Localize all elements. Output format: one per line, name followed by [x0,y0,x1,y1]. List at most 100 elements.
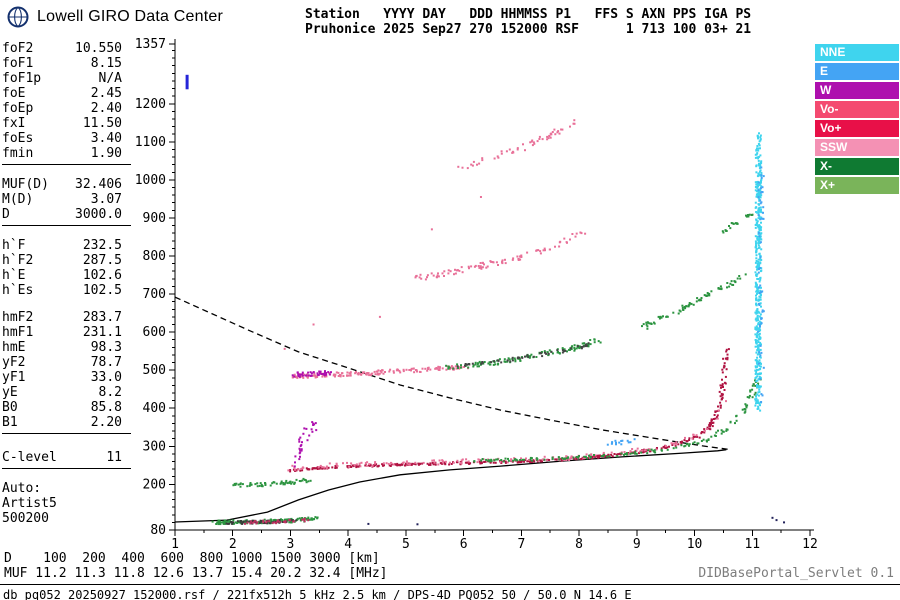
legend-item-w: W [815,82,899,99]
parameter-row: D 3000.0 [2,207,122,222]
legend-item-x: X- [815,158,899,175]
x-tick-label: 10 [687,537,703,552]
parameter-panel: foF2 10.550 foF1 8.15 foF1p N/A foE 2.45 foEp 2.4… [2,41,131,538]
brand-header: Lowell GIRO Data Center [6,5,223,29]
series-muf-transmission-dashed [174,296,729,450]
parameter-label: Artist5 [2,496,57,511]
parameter-row: yF2 78.7 [2,355,122,370]
parameter-value: 8.2 [98,385,122,400]
parameter-value: 2.45 [90,86,122,101]
parameter-label: h`E [2,268,26,283]
parameter-group: foF2 10.550 foF1 8.15 foF1p N/A foE 2.45 foEp 2.4… [2,41,131,165]
series-profile-solid [174,449,727,523]
y-tick-label: 200 [143,477,166,492]
x-axis: 1 2 3 4 5 6 7 8 9 10 11 12 [171,530,818,552]
parameter-label: M(D) [2,192,34,207]
y-axis: 1357 1200 1100 1000 900 800 700 600 500 400 300 200… [135,37,175,538]
series-F-trace-pink-fringe [287,400,727,472]
parameter-label: 500200 [2,511,49,526]
parameter-label: yE [2,385,18,400]
x-tick-label: 1 [171,537,179,552]
series-F-3hop-pink [414,231,587,281]
parameter-label: foEs [2,131,34,146]
parameter-row: hmF1 231.1 [2,325,122,340]
parameter-value: 3.07 [90,192,122,207]
y-tick-label: 600 [143,325,166,340]
series-X-2hop-green-arc [641,273,747,330]
parameter-value: 85.8 [90,400,122,415]
parameter-value: 8.15 [90,56,122,71]
parameter-label: MUF(D) [2,177,49,192]
series-NNE-band-top [754,132,762,160]
parameter-label: yF2 [2,355,26,370]
parameter-value: 3.40 [90,131,122,146]
servlet-watermark: DIDBasePortal_Servlet 0.1 [698,566,894,581]
x-tick-label: 7 [517,537,525,552]
parameter-label: foEp [2,101,34,116]
parameter-group: C-level 11 [2,450,131,469]
axes [174,39,814,531]
parameter-value: 102.5 [82,283,122,298]
y-tick-label: 1357 [135,37,166,52]
legend-item-ssw: SSW [815,139,899,156]
series-F-trace-X-green [473,378,762,463]
parameter-row: foEp 2.40 [2,101,122,116]
parameter-row: B1 2.20 [2,415,122,430]
parameter-label: hmF1 [2,325,34,340]
parameter-value: 1.90 [90,146,122,161]
parameter-row: h`E 102.6 [2,268,122,283]
parameter-row: fmin 1.90 [2,146,122,161]
parameter-group: MUF(D) 32.406 M(D) 3.07 D 3000.0 [2,177,131,226]
parameter-row: 500200 [2,511,122,526]
parameter-label: foF1 [2,56,34,71]
parameter-value: 287.5 [82,253,122,268]
parameter-label: h`F2 [2,253,34,268]
parameter-label: foF1p [2,71,42,86]
parameter-row: fxI 11.50 [2,116,122,131]
parameter-row: C-level 11 [2,450,122,465]
parameter-group: Auto: Artist5 500200 [2,481,131,526]
parameter-row: Auto: [2,481,122,496]
series-F-4hop-pink [457,119,576,170]
y-tick-label: 80 [150,523,166,538]
x-tick-label: 8 [575,537,583,552]
parameter-row: h`F2 287.5 [2,253,122,268]
parameter-label: B1 [2,415,18,430]
parameter-value: N/A [98,71,122,86]
parameter-label: hmF2 [2,310,34,325]
station-header-line2: Pruhonice 2025 Sep27 270 152000 RSF 1 71… [305,22,752,37]
parameter-value: 11 [106,450,122,465]
x-tick-label: 3 [287,537,295,552]
series-Es-2nd-hop-green [232,477,312,488]
legend-item-vo: Vo+ [815,120,899,137]
parameter-value: 11.50 [82,116,122,131]
parameter-row: yF1 33.0 [2,370,122,385]
parameter-row: foF2 10.550 [2,41,122,56]
y-tick-label: 1200 [135,97,166,112]
series-blue-cluster [606,438,636,446]
x-tick-label: 9 [633,537,641,552]
parameter-row: yE 8.2 [2,385,122,400]
legend-item-e: E [815,63,899,80]
legend-item-x: X+ [815,177,899,194]
parameter-label: h`F [2,238,26,253]
series-noise-dark [367,516,786,526]
parameter-value: 10.550 [75,41,122,56]
parameter-row: foF1p N/A [2,71,122,86]
series-E-band-blue [757,166,765,403]
y-tick-label: 400 [143,401,166,416]
series-Es-trace-red [244,517,310,525]
parameter-row: MUF(D) 32.406 [2,177,122,192]
parameter-label: hmE [2,340,26,355]
direction-legend: NNE E W Vo- Vo+ SSW X- X+ [815,44,899,196]
y-tick-label: 1100 [135,135,166,150]
parameter-group: hmF2 283.7 hmF1 231.1 hmE 98.3 yF2 78.7 yF1 33.0 y… [2,310,131,434]
status-bar: db pq052 20250927 152000.rsf / 221fx512h… [3,588,632,600]
parameter-label: fxI [2,116,26,131]
parameter-value: 78.7 [90,355,122,370]
parameter-row: h`Es 102.5 [2,283,122,298]
muf-table: D 100 200 400 600 800 1000 1500 3000 [km… [4,551,388,581]
series-green-arc-high [721,213,754,234]
